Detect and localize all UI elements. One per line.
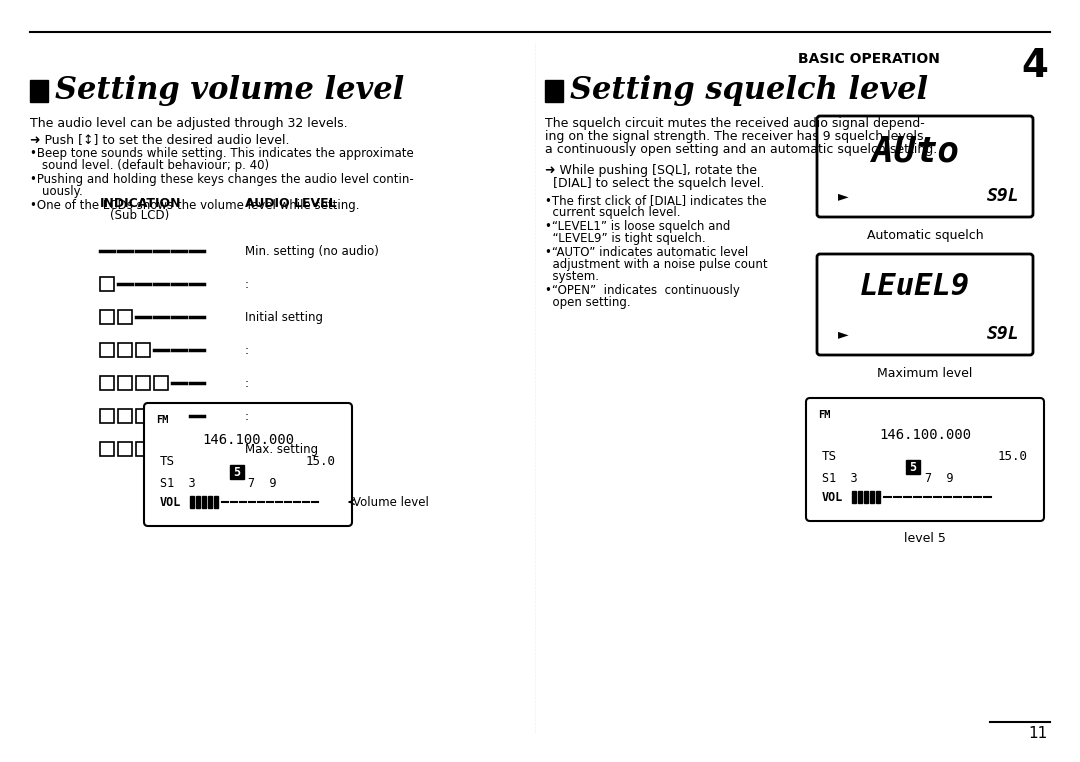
Text: “LEVEL9” is tight squelch.: “LEVEL9” is tight squelch.: [545, 232, 705, 245]
Text: level 5: level 5: [904, 532, 946, 545]
Text: sound level. (default behaviour; p. 40): sound level. (default behaviour; p. 40): [42, 159, 269, 172]
Text: FM: FM: [156, 415, 168, 425]
Text: AUDIO LEVEL: AUDIO LEVEL: [245, 197, 337, 210]
Text: ►: ►: [838, 189, 849, 203]
Text: 5: 5: [909, 460, 917, 473]
Text: Volume level: Volume level: [350, 495, 429, 508]
Text: :: :: [245, 344, 249, 357]
Text: :: :: [245, 376, 249, 389]
Text: 7  9: 7 9: [248, 477, 276, 490]
Text: adjustment with a noise pulse count: adjustment with a noise pulse count: [545, 258, 768, 271]
Text: Max. setting: Max. setting: [245, 443, 319, 456]
Text: ►: ►: [838, 327, 849, 341]
Bar: [202, 496, 206, 508]
FancyBboxPatch shape: [816, 116, 1032, 217]
Text: TS: TS: [822, 450, 837, 463]
Text: ➜ While pushing [SQL], rotate the: ➜ While pushing [SQL], rotate the: [545, 164, 757, 177]
Bar: [876, 491, 880, 503]
Text: :: :: [245, 409, 249, 422]
Bar: [214, 496, 218, 508]
Text: 5: 5: [233, 466, 241, 479]
Text: INDICATION: INDICATION: [100, 197, 181, 210]
Text: VOL: VOL: [822, 491, 843, 504]
FancyBboxPatch shape: [144, 403, 352, 526]
Text: S1  3: S1 3: [160, 477, 195, 490]
Text: current squelch level.: current squelch level.: [545, 206, 680, 219]
Text: Setting squelch level: Setting squelch level: [570, 75, 928, 105]
Text: ing on the signal strength. The receiver has 9 squelch levels,: ing on the signal strength. The receiver…: [545, 130, 928, 143]
Text: S9L: S9L: [987, 325, 1020, 343]
Text: TS: TS: [160, 455, 175, 468]
Bar: [195, 496, 200, 508]
Text: AUto: AUto: [872, 134, 959, 168]
Text: 15.0: 15.0: [998, 450, 1028, 463]
Text: uously.: uously.: [42, 185, 83, 198]
Text: (Sub LCD): (Sub LCD): [110, 209, 170, 222]
Text: The audio level can be adjusted through 32 levels.: The audio level can be adjusted through …: [30, 117, 348, 130]
Bar: [190, 496, 194, 508]
Bar: [852, 491, 856, 503]
Text: Maximum level: Maximum level: [877, 367, 973, 380]
Text: [DIAL] to select the squelch level.: [DIAL] to select the squelch level.: [545, 177, 765, 190]
FancyBboxPatch shape: [816, 254, 1032, 355]
Text: The squelch circuit mutes the received audio signal depend-: The squelch circuit mutes the received a…: [545, 117, 924, 130]
Text: •“LEVEL1” is loose squelch and: •“LEVEL1” is loose squelch and: [545, 220, 730, 233]
Text: 4: 4: [1021, 47, 1048, 85]
Bar: [906, 460, 920, 474]
Text: open setting.: open setting.: [545, 296, 631, 309]
Text: 146.100.000: 146.100.000: [879, 428, 971, 442]
Text: S1  3: S1 3: [822, 472, 858, 485]
Text: •“AUTO” indicates automatic level: •“AUTO” indicates automatic level: [545, 246, 748, 259]
Text: ➜ Push [↕] to set the desired audio level.: ➜ Push [↕] to set the desired audio leve…: [30, 133, 289, 146]
Text: 15.0: 15.0: [306, 455, 336, 468]
Bar: [230, 465, 244, 479]
Text: LEuEL9: LEuEL9: [860, 272, 970, 301]
Text: Setting volume level: Setting volume level: [55, 75, 404, 105]
Text: FM: FM: [818, 410, 831, 420]
FancyBboxPatch shape: [806, 398, 1044, 521]
Text: a continuously open setting and an automatic squelch setting.: a continuously open setting and an autom…: [545, 143, 937, 156]
Text: S9L: S9L: [987, 187, 1020, 205]
Text: Automatic squelch: Automatic squelch: [866, 229, 983, 242]
Text: •The first click of [DIAL] indicates the: •The first click of [DIAL] indicates the: [545, 194, 767, 207]
Bar: [208, 496, 212, 508]
Bar: [864, 491, 868, 503]
Text: Initial setting: Initial setting: [245, 310, 323, 324]
Text: •Beep tone sounds while setting. This indicates the approximate: •Beep tone sounds while setting. This in…: [30, 147, 414, 160]
Text: 11: 11: [1029, 726, 1048, 741]
Text: Min. setting (no audio): Min. setting (no audio): [245, 245, 379, 258]
Text: 7  9: 7 9: [924, 472, 954, 485]
Text: •“OPEN”  indicates  continuously: •“OPEN” indicates continuously: [545, 284, 740, 297]
Text: •Pushing and holding these keys changes the audio level contin-: •Pushing and holding these keys changes …: [30, 173, 414, 186]
Bar: [545, 80, 563, 102]
Text: •One of the LCDs shows the volume level while setting.: •One of the LCDs shows the volume level …: [30, 199, 360, 212]
Bar: [858, 491, 862, 503]
Text: 146.100.000: 146.100.000: [202, 433, 294, 447]
Text: :: :: [245, 277, 249, 290]
Text: system.: system.: [545, 270, 599, 283]
Text: BASIC OPERATION: BASIC OPERATION: [798, 52, 940, 66]
Bar: [870, 491, 874, 503]
Bar: [30, 80, 48, 102]
Text: VOL: VOL: [160, 495, 181, 508]
